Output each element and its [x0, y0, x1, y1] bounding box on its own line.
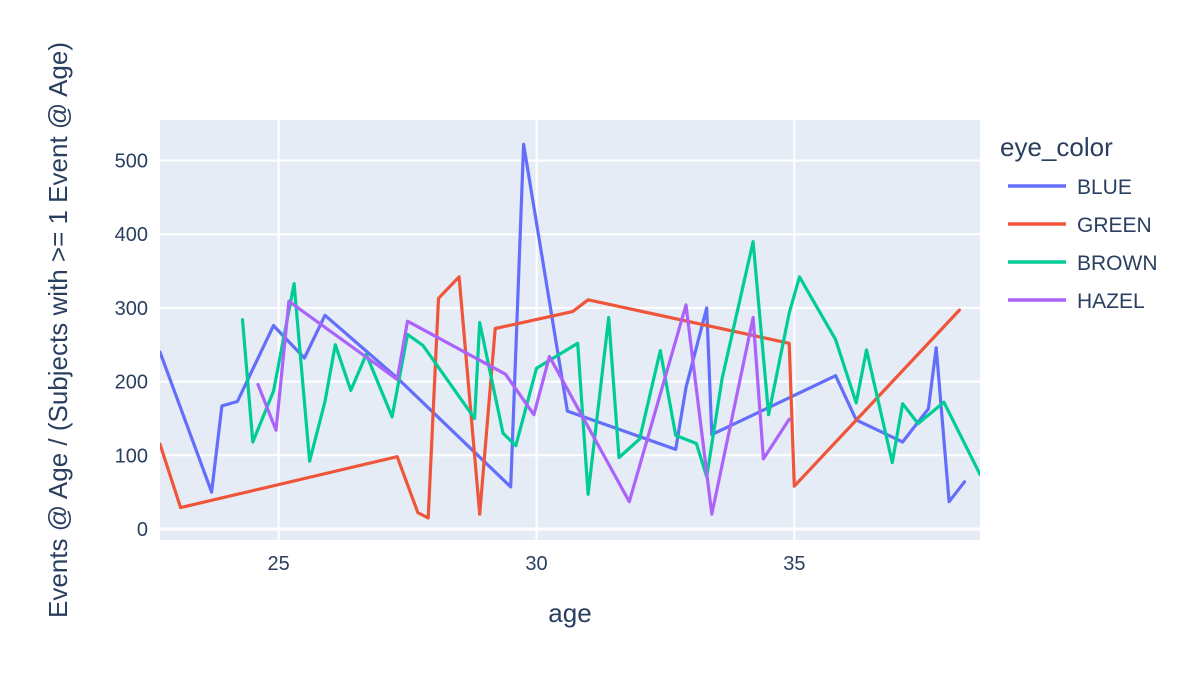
series-line-hazel [256, 299, 791, 516]
series-line-brown [240, 240, 980, 496]
y-tick-label: 100 [115, 445, 148, 467]
legend-label-green[interactable]: GREEN [1077, 214, 1152, 237]
legend-label-brown[interactable]: BROWN [1077, 252, 1158, 275]
legend-title: eye_color [1000, 132, 1113, 162]
x-axis-title: age [548, 598, 591, 628]
legend-label-blue[interactable]: BLUE [1077, 176, 1132, 199]
legend: eye_color BLUE GREEN BROWN HAZEL [1000, 132, 1158, 313]
x-tick-label: 30 [525, 553, 547, 575]
series-lines [160, 142, 980, 520]
y-tick-label: 400 [115, 224, 148, 246]
x-tick-label: 25 [267, 553, 289, 575]
y-tick-label: 300 [115, 298, 148, 320]
series-line-blue [160, 142, 967, 504]
y-tick-label: 200 [115, 372, 148, 394]
legend-label-hazel[interactable]: HAZEL [1077, 290, 1145, 313]
y-tick-label: 0 [137, 519, 148, 541]
axis-ticks: 0 100 200 300 400 500 25 30 35 [115, 151, 806, 575]
y-tick-label: 500 [115, 151, 148, 173]
plot-background [160, 120, 980, 540]
x-tick-label: 35 [783, 553, 805, 575]
y-axis-title: Events @ Age / (Subjects with >= 1 Event… [43, 42, 73, 618]
